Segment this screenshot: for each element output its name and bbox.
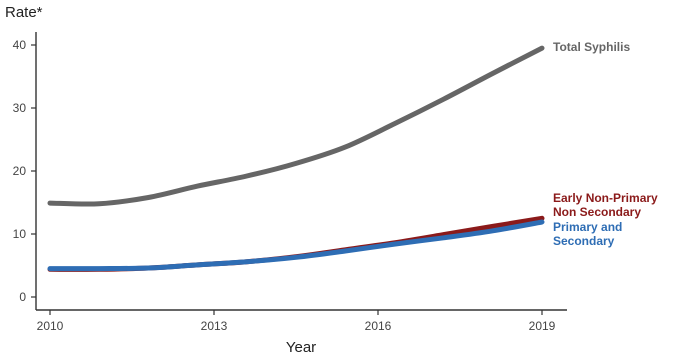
y-tick-label: 30	[13, 101, 27, 115]
series-label-early-non-primary-non-secondary: Non Secondary	[553, 205, 641, 219]
y-axis-title: Rate*	[5, 4, 43, 21]
y-tick-label: 0	[19, 290, 26, 304]
series-line-primary-and-secondary	[47, 219, 545, 272]
y-ticks: 0 10 20 30 40	[13, 38, 36, 304]
y-tick-label: 20	[13, 164, 27, 178]
x-ticks: 2010 2013 2016 2019	[37, 310, 556, 333]
x-axis-title: Year	[286, 339, 316, 356]
x-tick-label: 2013	[201, 319, 228, 333]
x-tick-label: 2016	[365, 319, 392, 333]
y-tick-label: 10	[13, 227, 27, 241]
series-label-early-non-primary-non-secondary: Early Non-Primary	[553, 191, 658, 205]
series-label-primary-and-secondary: Secondary	[553, 234, 615, 248]
series-label-total-syphilis: Total Syphilis	[553, 40, 630, 54]
y-tick-label: 40	[13, 38, 27, 52]
x-tick-label: 2019	[529, 319, 556, 333]
series-line-total-syphilis	[47, 45, 545, 207]
series-line-early-non-primary-non-secondary	[47, 215, 545, 272]
series-lines	[47, 45, 545, 272]
series-label-primary-and-secondary: Primary and	[553, 220, 622, 234]
x-tick-label: 2010	[37, 319, 64, 333]
